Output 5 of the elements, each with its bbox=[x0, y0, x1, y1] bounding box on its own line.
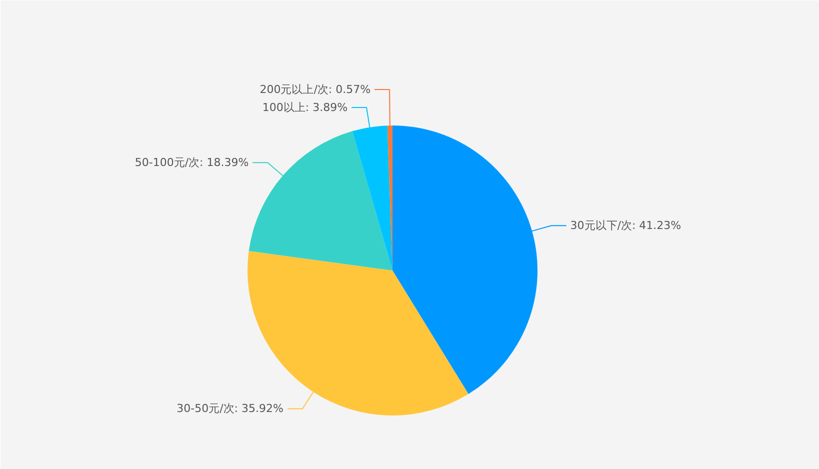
slice-label: 100以上: 3.89% bbox=[262, 101, 348, 114]
slice-label: 30元以下/次: 41.23% bbox=[570, 219, 682, 232]
slice-label: 30-50元/次: 35.92% bbox=[176, 402, 284, 416]
slice-label: 200元以上/次: 0.57% bbox=[260, 83, 371, 96]
slice-label: 50-100元/次: 18.39% bbox=[134, 156, 249, 170]
